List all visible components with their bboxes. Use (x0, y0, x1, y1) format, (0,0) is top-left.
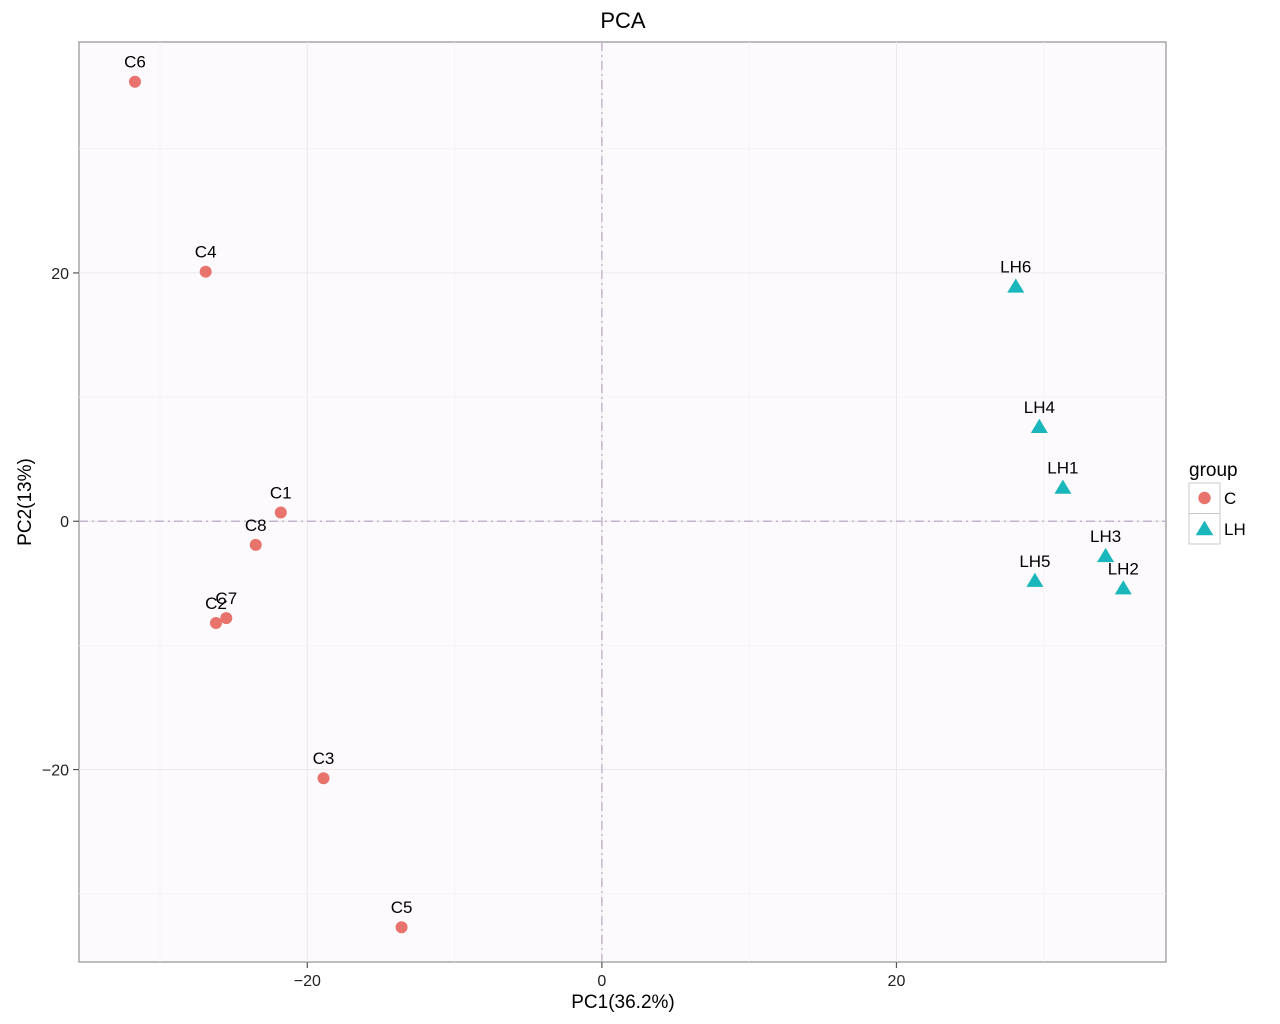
data-point-c5 (395, 921, 408, 934)
data-point-lh6 (1007, 278, 1025, 293)
point-label-c6: C6 (124, 53, 146, 72)
data-point-lh5 (1026, 572, 1044, 587)
point-label-lh2: LH2 (1108, 559, 1139, 578)
data-point-lh1 (1054, 479, 1072, 494)
y-tick-label: −20 (42, 763, 69, 780)
grid-lines (79, 42, 1166, 962)
point-label-c4: C4 (195, 243, 217, 262)
y-tick-label: 0 (60, 514, 69, 531)
data-point-c2 (209, 617, 222, 630)
plot-panel (78, 41, 1167, 963)
data-point-lh2 (1114, 580, 1132, 595)
point-label-c7: C7 (215, 589, 237, 608)
y-axis-title: PC2(13%) (15, 458, 36, 546)
data-point-c8 (249, 538, 262, 551)
data-point-c7 (220, 612, 233, 625)
x-tick-label: 20 (888, 973, 906, 990)
data-point-c1 (274, 506, 287, 519)
point-label-lh4: LH4 (1024, 398, 1055, 417)
legend: group C LH (1188, 460, 1246, 545)
x-tick-label: −20 (294, 973, 321, 990)
point-label-lh6: LH6 (1000, 258, 1031, 277)
point-label-c3: C3 (313, 749, 335, 768)
y-tick-label: 20 (51, 266, 69, 283)
reference-lines (79, 42, 1166, 962)
point-label-lh3: LH3 (1090, 527, 1121, 546)
legend-key-c (1198, 491, 1211, 505)
point-label-c1: C1 (270, 484, 292, 503)
x-axis-title: PC1(36.2%) (571, 992, 675, 1013)
legend-title: group (1189, 460, 1238, 481)
chart-title: PCA (600, 8, 646, 33)
data-points (128, 75, 1132, 934)
legend-key-lh (1195, 520, 1214, 536)
x-tick-label: 0 (597, 973, 606, 990)
point-label-lh5: LH5 (1019, 552, 1050, 571)
data-point-lh4 (1030, 418, 1048, 433)
legend-label-lh: LH (1224, 520, 1246, 539)
data-point-c4 (199, 265, 212, 278)
point-label-c5: C5 (391, 898, 413, 917)
data-point-lh3 (1097, 547, 1115, 563)
data-point-c6 (128, 75, 141, 88)
point-label-c8: C8 (245, 516, 267, 535)
point-label-lh1: LH1 (1047, 459, 1078, 478)
y-axis: −20 0 20 (42, 266, 79, 780)
point-label-c2: C2 (205, 594, 227, 613)
legend-label-c: C (1224, 489, 1236, 508)
x-axis: −20 0 20 (294, 962, 906, 990)
data-point-c3 (317, 772, 330, 785)
